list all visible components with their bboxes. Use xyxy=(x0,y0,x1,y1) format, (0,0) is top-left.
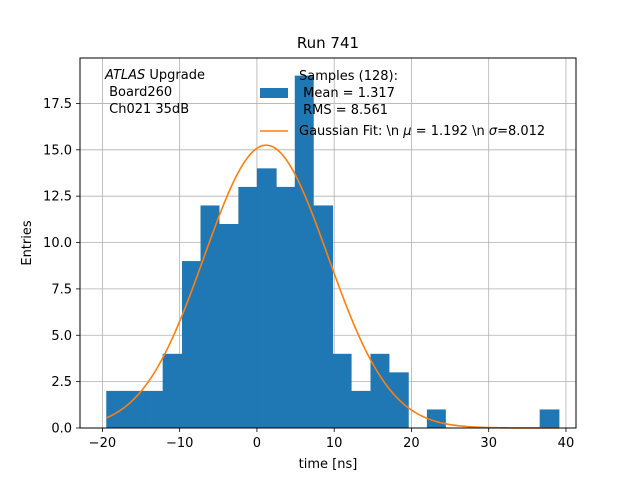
gaussian-fit xyxy=(105,144,559,429)
histogram-bar xyxy=(256,168,277,428)
x-axis-ticks: −20 −10 0 10 20 30 40 xyxy=(89,428,575,451)
annotation-line-1: ATLAS Upgrade xyxy=(104,68,205,83)
legend-fit-mu: μ xyxy=(402,124,411,139)
legend: Samples (128): Mean = 1.317 RMS = 8.561 … xyxy=(260,69,545,139)
fit-curve xyxy=(105,144,559,429)
x-tick-label: 30 xyxy=(480,436,497,451)
histogram-bar xyxy=(351,390,371,428)
x-tick-label: 20 xyxy=(403,436,420,451)
x-tick-label: −10 xyxy=(166,436,193,451)
y-tick-label: 10.0 xyxy=(43,236,72,251)
histogram-bar xyxy=(181,261,201,428)
y-axis-ticks: 0.0 2.5 5.0 7.5 10.0 12.5 15.0 17.5 xyxy=(43,97,80,437)
annotation-line-3: Ch021 35dB xyxy=(105,102,189,117)
y-tick-label: 2.5 xyxy=(51,375,72,390)
legend-histogram-line-3: RMS = 8.561 xyxy=(299,103,388,118)
histogram-bar xyxy=(124,390,145,428)
x-tick-label: 10 xyxy=(326,436,343,451)
histogram-bar xyxy=(276,186,296,428)
y-axis-label: Entries xyxy=(20,220,35,266)
x-tick-label: −20 xyxy=(89,436,116,451)
x-tick-label: 0 xyxy=(253,436,261,451)
histogram-bar xyxy=(313,205,334,428)
atlas-annotation: ATLAS Upgrade Board260 Ch021 35dB xyxy=(104,68,205,117)
y-tick-label: 12.5 xyxy=(43,190,72,205)
legend-fit-part-3: =8.012 xyxy=(497,124,545,139)
chart-title: Run 741 xyxy=(297,34,359,52)
x-axis-label: time [ns] xyxy=(299,457,358,472)
histogram-bar xyxy=(332,353,352,428)
histogram-bars xyxy=(106,75,560,428)
histogram-bar xyxy=(370,353,390,428)
annotation-atlas: ATLAS xyxy=(104,68,145,83)
y-tick-label: 7.5 xyxy=(51,282,72,297)
histogram-bar xyxy=(238,186,258,428)
annotation-upgrade: Upgrade xyxy=(145,68,205,83)
legend-histogram-line-2: Mean = 1.317 xyxy=(299,86,395,101)
histogram-bar xyxy=(219,223,239,428)
y-tick-label: 15.0 xyxy=(43,143,72,158)
y-tick-label: 5.0 xyxy=(51,329,72,344)
legend-fit-label: Gaussian Fit: \n μ = 1.192 \n σ=8.012 xyxy=(299,124,545,139)
histogram-bar xyxy=(200,205,220,428)
legend-fit-sigma: σ xyxy=(489,124,498,139)
annotation-line-2: Board260 xyxy=(105,85,172,100)
histogram-bar xyxy=(106,390,126,428)
x-tick-label: 40 xyxy=(558,436,575,451)
legend-histogram-swatch xyxy=(260,88,288,98)
plot-frame xyxy=(79,57,577,429)
histogram-bar xyxy=(144,390,164,428)
y-tick-label: 17.5 xyxy=(43,97,72,112)
histogram-bar xyxy=(539,409,560,428)
legend-fit-part-1: Gaussian Fit: \n xyxy=(299,124,403,139)
histogram-bar xyxy=(162,353,183,428)
legend-fit-part-2: = 1.192 \n xyxy=(412,124,489,139)
histogram-bar xyxy=(294,75,314,428)
y-tick-label: 0.0 xyxy=(51,422,72,437)
legend-histogram-line-1: Samples (128): xyxy=(299,69,398,84)
